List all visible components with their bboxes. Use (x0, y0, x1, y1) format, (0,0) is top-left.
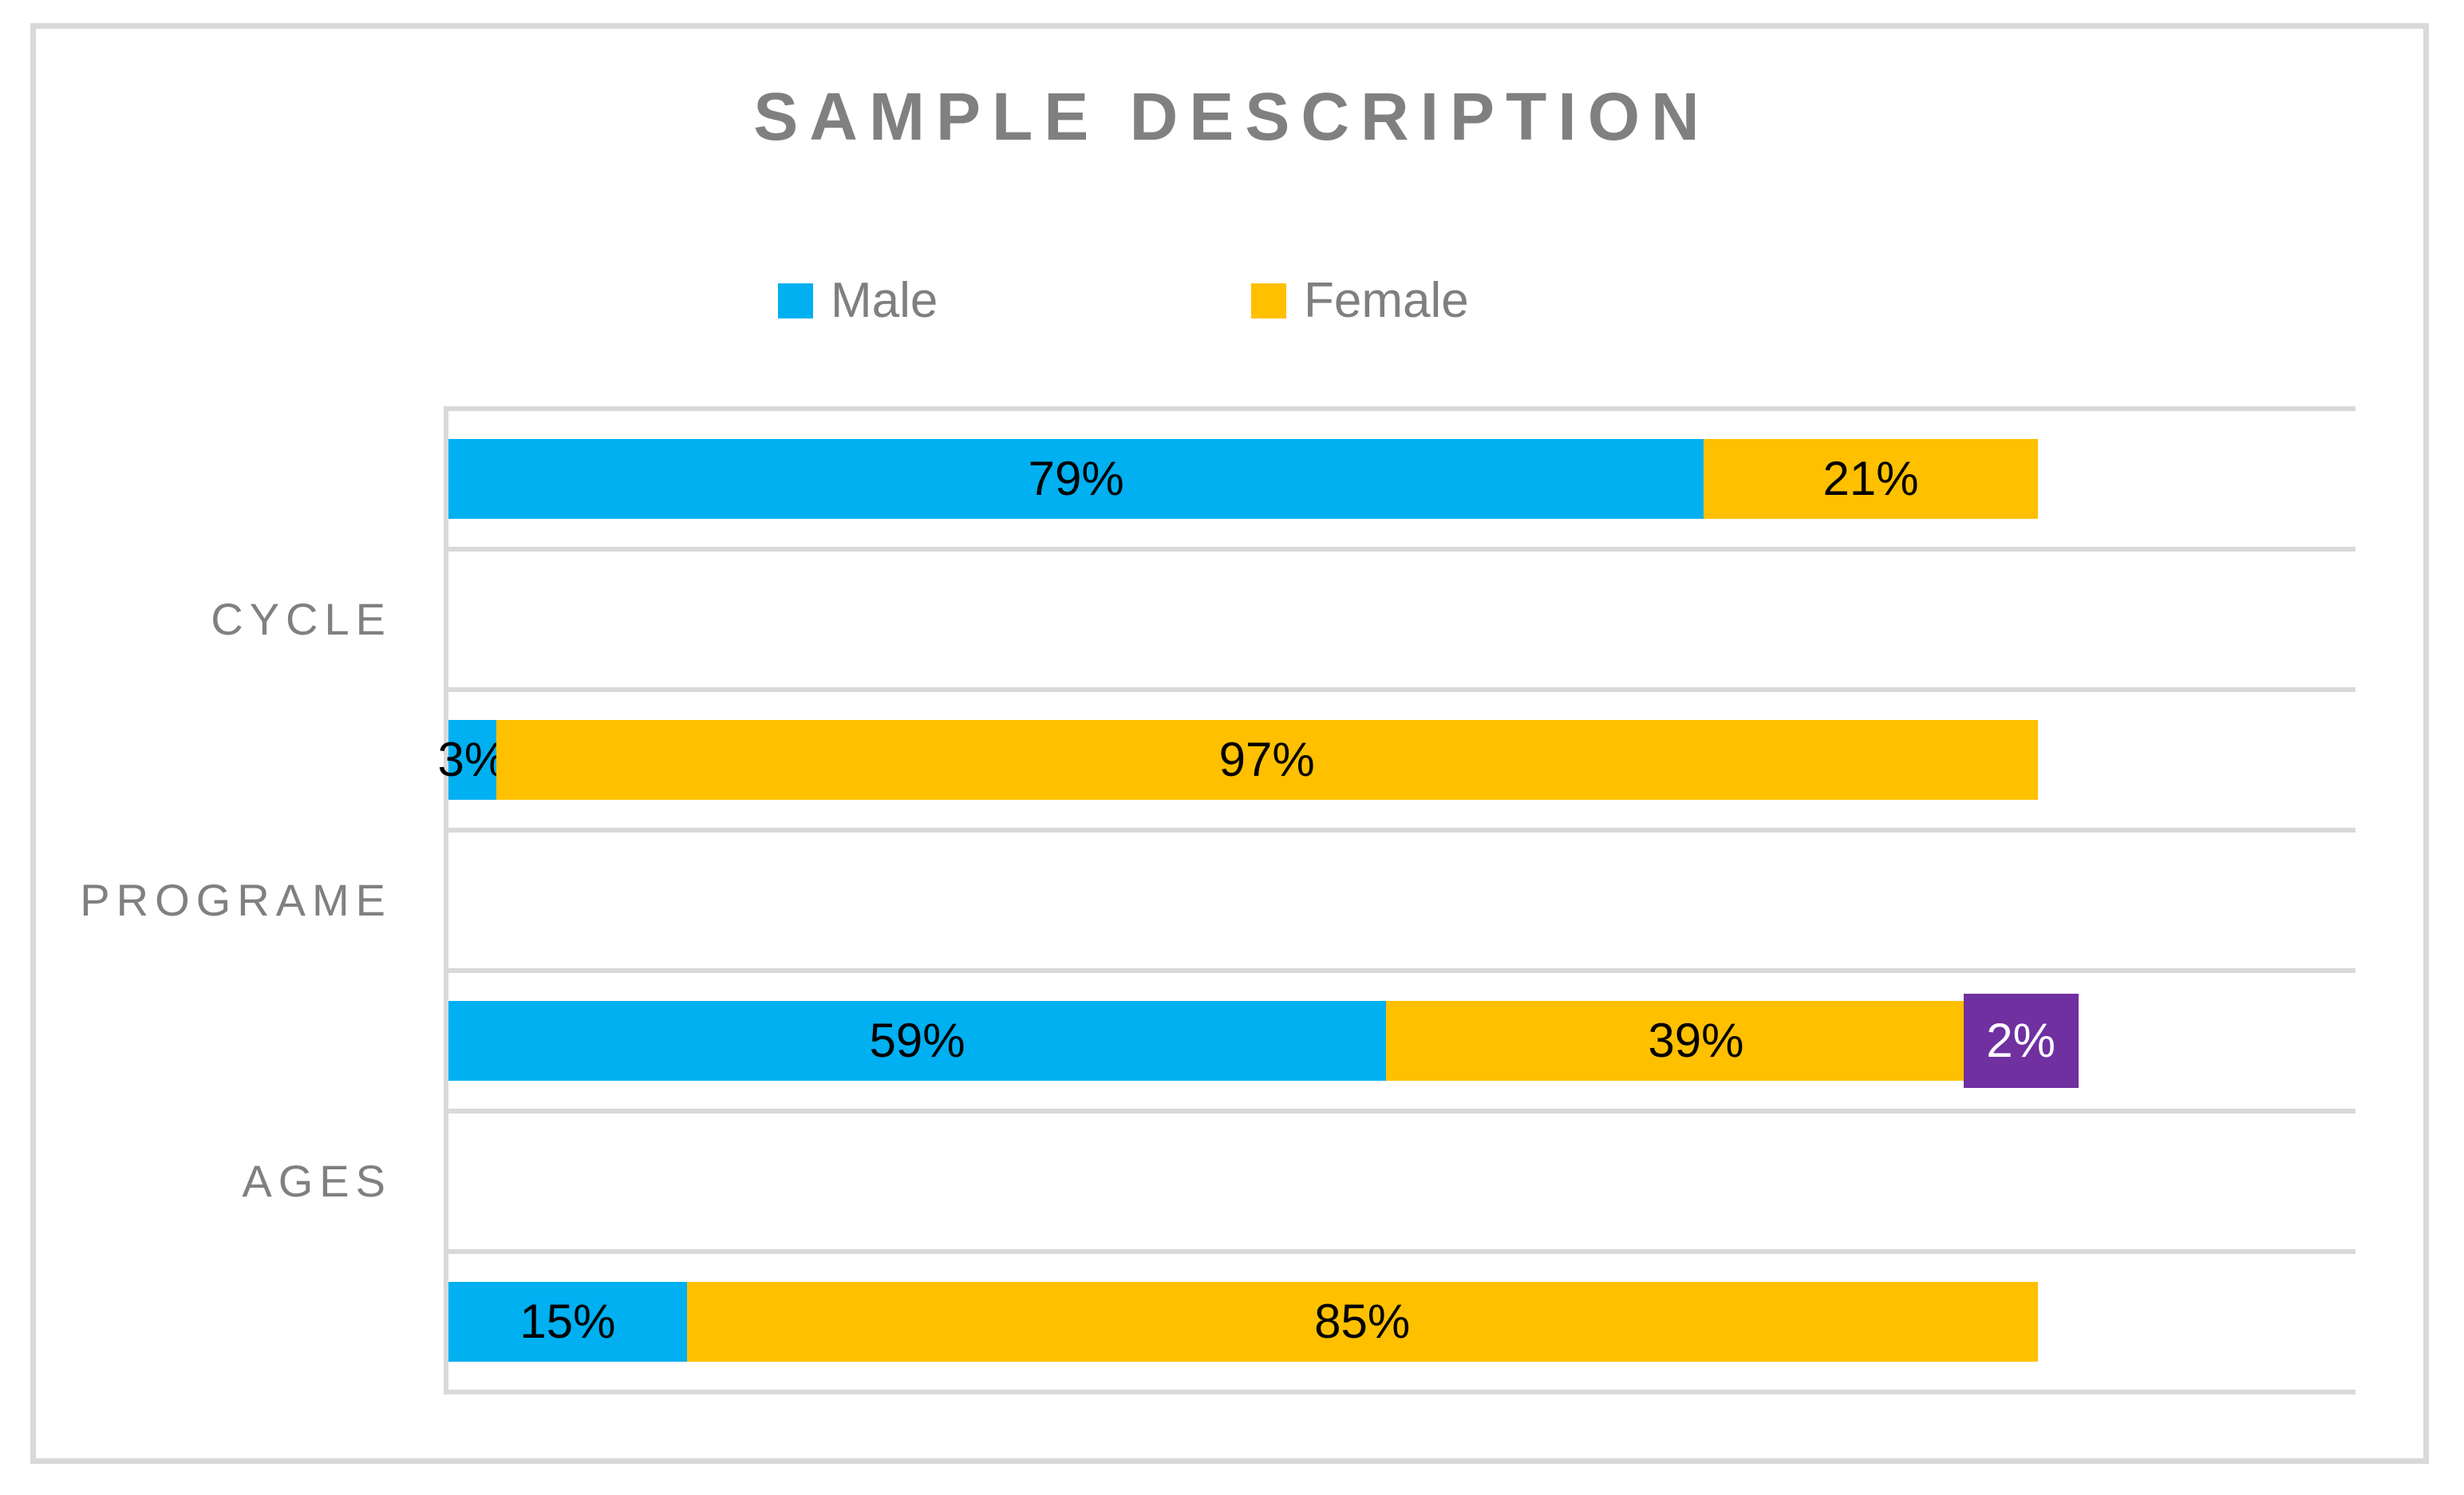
bar-segment-male: 59% (448, 1001, 1387, 1081)
gridline (444, 828, 2355, 833)
gridline (444, 687, 2355, 692)
legend: Male Female (0, 273, 2464, 329)
category-axis-line (444, 406, 448, 1394)
bar-segment-label: 21% (1822, 452, 1919, 505)
bar-segment-male: 3% (438, 720, 507, 800)
legend-item-female: Female (1251, 273, 1469, 329)
chart-title: SAMPLE DESCRIPTION (753, 79, 1711, 154)
bar-segment-female: 39% (1386, 1001, 2006, 1081)
bar-row-2: 3% 97% (438, 720, 2038, 800)
gridline (444, 547, 2355, 552)
bar-row-4: 15% 85% (448, 1282, 2038, 1362)
legend-label-male: Male (831, 273, 938, 328)
overlay-segment-2pct: 2% (1963, 994, 2079, 1088)
bar-segment-male: 15% (448, 1282, 687, 1362)
bar-segment-female: 97% (496, 720, 2038, 800)
bar-segment-label: 39% (1648, 1014, 1744, 1067)
bar-segment-label: 59% (869, 1014, 965, 1067)
male-swatch-icon (778, 283, 813, 318)
bar-row-3: 59% 39% 2% (448, 994, 2079, 1088)
legend-item-male: Male (778, 273, 938, 329)
gridline (444, 1390, 2355, 1394)
plot-area: 79% 21% 3% 97% 59% 39% 2% 15% 85% (438, 406, 2355, 1394)
legend-label-female: Female (1304, 273, 1469, 328)
bar-segment-label: 3% (437, 733, 507, 786)
bar-segment-label: 79% (1028, 452, 1124, 505)
bar-segment-label: 15% (519, 1295, 616, 1348)
bar-row-1: 79% 21% (448, 439, 2038, 519)
bar-segment-female: 21% (1704, 439, 2038, 519)
female-swatch-icon (1251, 283, 1286, 318)
gridline (444, 968, 2355, 973)
bar-segment-label: 2% (1986, 1014, 2056, 1067)
gridline (444, 406, 2355, 411)
gridline (444, 1249, 2355, 1254)
bar-segment-label: 85% (1314, 1295, 1411, 1348)
gridline (444, 1109, 2355, 1113)
bar-segment-female: 85% (686, 1282, 2038, 1362)
bar-segment-label: 97% (1218, 733, 1315, 786)
bar-segment-male: 79% (448, 439, 1704, 519)
